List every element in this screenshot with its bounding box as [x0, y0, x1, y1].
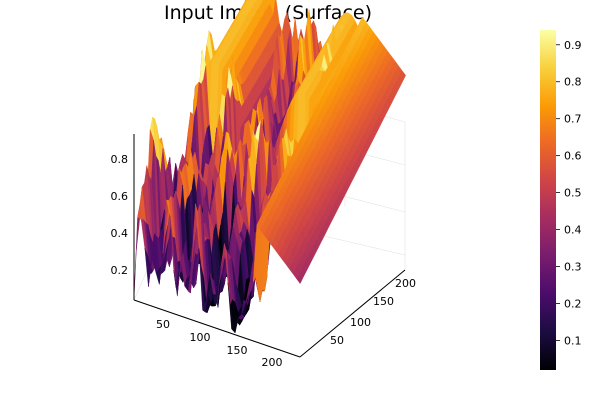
z-axis: 0.2 0.4 0.6 0.8 [111, 134, 135, 300]
y-tick-label: 150 [373, 295, 394, 308]
y-axis: 50 100 150 200 [299, 269, 416, 358]
y-tick-label: 200 [395, 277, 416, 290]
colorbar-tick-label: 0.5 [564, 187, 582, 200]
colorbar-tick-label: 0.2 [564, 297, 582, 310]
y-tick-label: 100 [350, 316, 371, 329]
z-tick-label: 0.4 [111, 227, 129, 240]
z-tick-label: 0.8 [111, 153, 129, 166]
x-axis: 50 100 150 200 [133, 299, 301, 369]
colorbar-tick-label: 0.3 [564, 261, 582, 274]
colorbar-rect [540, 30, 556, 370]
colorbar-tick-label: 0.9 [564, 39, 582, 52]
colorbar: 0.1 0.2 0.3 0.4 0.5 0.6 0.7 0.8 0.9 [540, 30, 582, 370]
x-axis-line [133, 299, 301, 358]
surface-plot [133, 0, 406, 334]
z-tick-label: 0.2 [111, 264, 129, 277]
colorbar-tick-label: 0.1 [564, 334, 582, 347]
y-axis-line [299, 269, 406, 358]
colorbar-tick-label: 0.6 [564, 150, 582, 163]
colorbar-tick-label: 0.8 [564, 76, 582, 89]
y-tick-label: 50 [330, 334, 344, 347]
x-tick-label: 50 [156, 318, 170, 331]
surface-patch [296, 273, 303, 284]
colorbar-ticks: 0.1 0.2 0.3 0.4 0.5 0.6 0.7 0.8 0.9 [556, 39, 582, 347]
colorbar-tick-label: 0.7 [564, 113, 582, 126]
z-tick-label: 0.6 [111, 190, 129, 203]
colorbar-tick-label: 0.4 [564, 224, 582, 237]
x-tick-label: 100 [190, 331, 211, 344]
x-tick-label: 150 [227, 344, 248, 357]
x-tick-label: 200 [262, 356, 283, 369]
